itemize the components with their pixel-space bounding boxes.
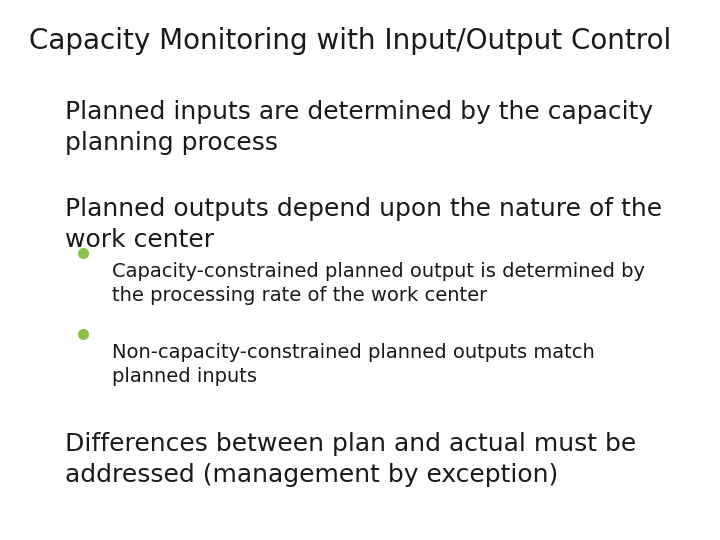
- Text: Planned inputs are determined by the capacity
planning process: Planned inputs are determined by the cap…: [65, 100, 653, 154]
- Text: Non-capacity-constrained planned outputs match
planned inputs: Non-capacity-constrained planned outputs…: [112, 343, 594, 386]
- Text: Capacity Monitoring with Input/Output Control: Capacity Monitoring with Input/Output Co…: [29, 27, 671, 55]
- Text: Planned outputs depend upon the nature of the
work center: Planned outputs depend upon the nature o…: [65, 197, 662, 252]
- Text: Differences between plan and actual must be
addressed (management by exception): Differences between plan and actual must…: [65, 432, 636, 487]
- Text: Capacity-constrained planned output is determined by
the processing rate of the : Capacity-constrained planned output is d…: [112, 262, 644, 305]
